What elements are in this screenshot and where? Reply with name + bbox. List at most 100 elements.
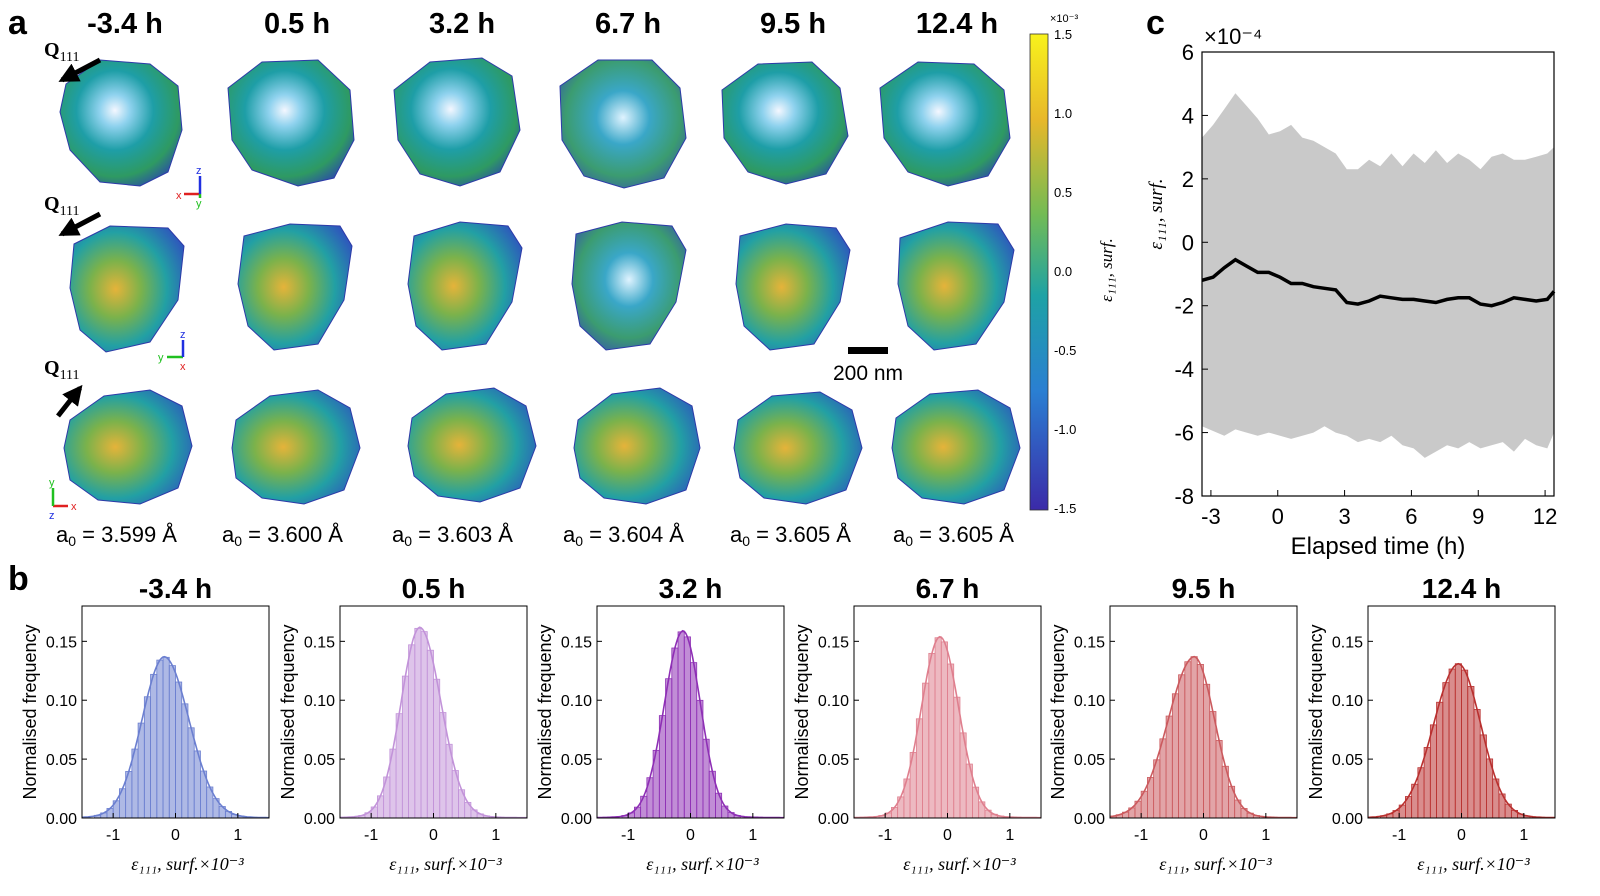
particle-row-2	[69, 221, 1015, 353]
histogram-bar	[426, 649, 434, 819]
histogram-bar	[1171, 693, 1179, 819]
histogram-bar	[922, 682, 930, 819]
lattice-param-4: a0 = 3.604 Å	[563, 522, 684, 549]
colorbar-exponent: ×10⁻³	[1050, 13, 1078, 25]
x-tick-label: 0	[943, 827, 952, 844]
y-tick-label: -4	[1174, 357, 1194, 382]
axis-triad-row2: y z x	[158, 329, 186, 373]
x-axis-label: ε₁₁₁, surf.×10⁻³	[1417, 854, 1530, 874]
histogram-bar	[1159, 738, 1167, 819]
colorbar	[1029, 33, 1049, 511]
time-header-6: 12.4 h	[915, 8, 999, 40]
y-tick-label: 0.10	[304, 693, 335, 710]
histogram-bar	[439, 712, 447, 819]
particle-r3-c4	[573, 387, 701, 505]
y-axis-label: ε₁₁₁, surf.	[1146, 178, 1167, 249]
histogram-bar	[928, 652, 936, 819]
histogram-bar	[1178, 674, 1186, 819]
panel-c-chart: 6 4 2 0 -2 -4 -6 -8 -3 0 3 6 9 12 ×10⁻⁴ Elapsed time (h…	[1146, 24, 1557, 560]
y-tick-label: 0.05	[1074, 752, 1105, 769]
histogram-bar	[1209, 711, 1217, 819]
q111-label-row3: Q111	[44, 357, 80, 383]
colorbar-tick-7: -1.5	[1054, 501, 1076, 516]
histogram-1: -3.4 h 0.00 0.05 0.10 0.15 -1 0 1 ε₁₁₁, surf.×10…	[20, 573, 270, 874]
particle-r1-c5	[721, 61, 849, 185]
histogram-bar	[1196, 663, 1204, 819]
x-tick-label: 1	[748, 827, 757, 844]
histogram-bar	[1184, 661, 1192, 819]
y-axis-label: Normalised frequency	[535, 624, 555, 799]
q111-label-row1: Q111	[44, 39, 80, 65]
histogram-bar	[433, 678, 441, 819]
y-tick-label: 0.05	[561, 752, 592, 769]
histogram-6: 12.4 h 0.00 0.05 0.10 0.15 -1 0 1 ε₁₁₁, surf.×10…	[1306, 573, 1556, 874]
q111-label-row2: Q111	[44, 193, 80, 219]
histogram-bar	[677, 631, 685, 819]
y-axis-label: Normalised frequency	[20, 624, 40, 799]
triad2-v: z	[180, 329, 186, 341]
particle-r2-c2	[237, 223, 353, 351]
y-tick-label: 0.10	[561, 693, 592, 710]
x-tick-label: 9	[1472, 504, 1484, 529]
y-tick-label: 0.15	[304, 634, 335, 651]
lattice-param-1: a0 = 3.599 Å	[56, 522, 177, 549]
y-tick-label: 0.15	[46, 634, 77, 651]
x-tick-label: -1	[364, 827, 378, 844]
axis-triad-row1: x z y	[176, 165, 202, 210]
y-tick-label: 0.00	[304, 811, 335, 828]
y-tick-label: -8	[1174, 484, 1194, 509]
colorbar-tick-5: -0.5	[1054, 343, 1076, 358]
histogram-bar	[181, 703, 189, 819]
y-tick-label: 0.15	[818, 634, 849, 651]
x-tick-label: 3	[1338, 504, 1350, 529]
y-tick-label: -2	[1174, 294, 1194, 319]
particle-grid: x z y y z x x y z 200 nm ×10⁻³ 1.5 1.0 0…	[49, 13, 1116, 522]
triad1-v: z	[196, 165, 202, 177]
histogram-bar	[683, 636, 691, 819]
histogram-bar	[690, 662, 698, 819]
y-tick-label: 0.15	[1332, 634, 1363, 651]
histogram-bar	[1190, 656, 1198, 819]
y-tick-label: -6	[1174, 421, 1194, 446]
lattice-param-5: a0 = 3.605 Å	[730, 522, 851, 549]
histogram-bar	[414, 627, 422, 819]
particle-r1-c2	[227, 59, 355, 187]
histogram-bar	[947, 663, 955, 819]
particle-row-3	[63, 387, 1021, 505]
y-tick-label: 0.15	[1074, 634, 1105, 651]
y-tick-label: 0.05	[1332, 752, 1363, 769]
histogram-title: 3.2 h	[659, 573, 723, 604]
scale-bar	[848, 347, 888, 354]
histogram-bar	[420, 631, 428, 819]
x-tick-label: 1	[491, 827, 500, 844]
lattice-param-2: a0 = 3.600 Å	[222, 522, 343, 549]
time-header-4: 6.7 h	[594, 8, 662, 40]
x-tick-label: 12	[1533, 504, 1557, 529]
y-tick-label: 0.10	[818, 693, 849, 710]
time-header-3: 3.2 h	[428, 8, 496, 40]
y-tick-label: 0.00	[1074, 811, 1105, 828]
triad1-d: y	[196, 198, 202, 210]
histogram-2: 0.5 h 0.00 0.05 0.10 0.15 -1 0 1 ε₁₁₁, surf.×10⁻…	[278, 573, 528, 874]
x-tick-label: -1	[106, 827, 120, 844]
x-tick-label: -1	[1134, 827, 1148, 844]
y-axis-label: Normalised frequency	[278, 624, 298, 799]
panel-b-histograms: -3.4 h 0.00 0.05 0.10 0.15 -1 0 1 ε₁₁₁, surf.×10…	[20, 573, 1556, 874]
colorbar-ticks: 1.5 1.0 0.5 0.0 -0.5 -1.0 -1.5	[1054, 27, 1076, 516]
histogram-bar	[1442, 682, 1450, 819]
particle-r1-c3	[393, 57, 521, 187]
histogram-title: -3.4 h	[139, 573, 212, 604]
x-tick-label: -1	[1392, 827, 1406, 844]
histogram-bar	[934, 637, 942, 819]
panel-letter-b: b	[8, 560, 29, 598]
triad3-d: z	[49, 510, 55, 522]
histogram-bar	[168, 665, 176, 819]
particle-r1-c1	[59, 59, 183, 187]
x-axis-label: ε₁₁₁, surf.×10⁻³	[903, 854, 1016, 874]
histogram-bar	[1165, 715, 1173, 819]
histogram-5: 9.5 h 0.00 0.05 0.10 0.15 -1 0 1 ε₁₁₁, surf.×10⁻…	[1048, 573, 1298, 874]
particle-r3-c5	[733, 391, 863, 505]
y-tick-label: 0.15	[561, 634, 592, 651]
time-header-1: -3.4 h	[87, 8, 163, 40]
histogram-title: 12.4 h	[1422, 573, 1501, 604]
